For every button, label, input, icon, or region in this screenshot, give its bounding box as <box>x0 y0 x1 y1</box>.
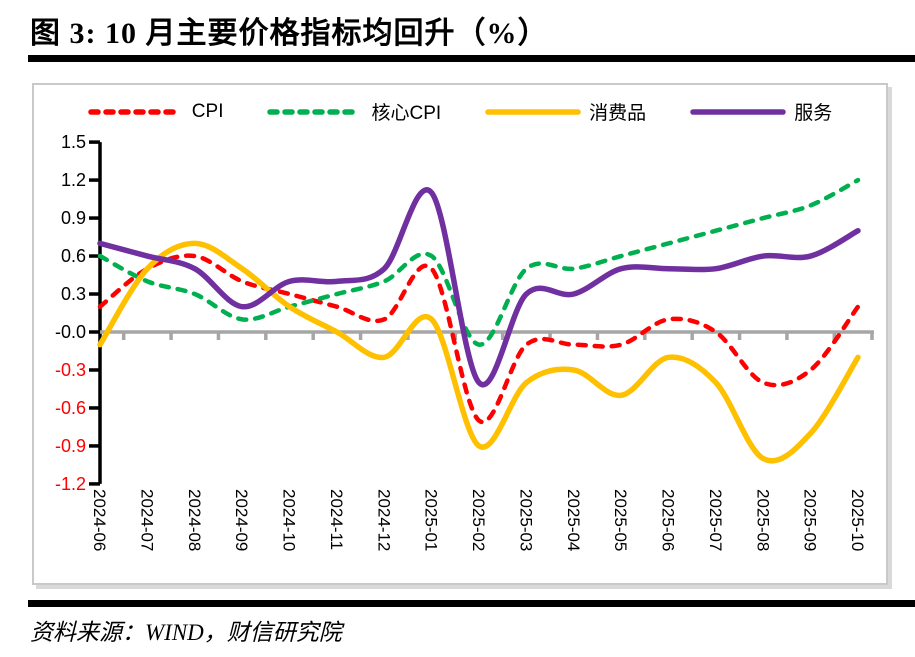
y-tick-label: 0.9 <box>61 208 86 228</box>
legend-item-消费品: 消费品 <box>485 98 646 125</box>
y-tick-label: 1.5 <box>61 132 86 152</box>
x-tick-label: 2025-09 <box>801 489 820 551</box>
x-tick-label: 2025-10 <box>848 489 867 551</box>
series-line-消费品 <box>97 240 861 464</box>
figure-title: 图 3: 10 月主要价格指标均回升（%） <box>30 17 549 50</box>
y-tick-label: 0.3 <box>61 284 86 304</box>
legend-label: 核心CPI <box>371 103 442 124</box>
title-divider <box>28 55 915 62</box>
legend-item-服务: 服务 <box>690 98 832 125</box>
y-tick-label: -0.6 <box>55 398 86 418</box>
x-tick-label: 2025-05 <box>611 489 630 551</box>
x-tick-label: 2024-11 <box>327 489 346 550</box>
chart-legend: CPI 核心CPI 消费品 服务 <box>34 98 886 125</box>
y-tick-label: 0.6 <box>61 246 86 266</box>
x-tick-label: 2025-02 <box>469 489 488 551</box>
x-tick-label: 2025-01 <box>422 489 441 551</box>
x-tick-label: 2025-04 <box>564 489 583 551</box>
y-tick-label: -0.9 <box>55 436 86 456</box>
legend-item-CPI: CPI <box>88 100 224 123</box>
series-line-核心CPI <box>97 177 861 347</box>
y-tick-label: -0.3 <box>55 360 86 380</box>
footer-divider <box>28 600 915 607</box>
chart-panel: CPI 核心CPI 消费品 服务 1.5 1.2 0.9 0.6 0.3 -0.0 -0.3 -0.… <box>32 83 888 585</box>
y-tick-label: -1.2 <box>55 474 86 494</box>
x-tick-label: 2025-07 <box>706 489 725 551</box>
data-source: 资料来源：WIND，财信研究院 <box>30 620 342 645</box>
y-tick-label: 1.2 <box>61 170 86 190</box>
series-line-服务 <box>97 187 861 388</box>
x-tick-label: 2024-10 <box>280 489 299 551</box>
x-tick-label: 2025-08 <box>753 489 772 551</box>
legend-label: 消费品 <box>589 103 647 124</box>
legend-swatch <box>88 108 184 115</box>
legend-label: 服务 <box>794 103 833 124</box>
legend-swatch <box>690 108 786 115</box>
x-tick-label: 2024-08 <box>185 489 204 551</box>
x-tick-label: 2025-03 <box>516 489 535 551</box>
x-tick-label: 2024-12 <box>374 489 393 551</box>
legend-label: CPI <box>191 100 224 122</box>
legend-swatch <box>267 108 364 115</box>
price-indicators-line-chart: 1.51.20.90.60.3-0.0-0.3-0.6-0.9-1.22024-… <box>55 132 874 551</box>
legend-swatch <box>485 108 581 115</box>
legend-item-核心CPI: 核心CPI <box>267 98 441 125</box>
y-tick-label: -0.0 <box>55 322 86 342</box>
x-tick-label: 2024-06 <box>90 489 109 551</box>
x-tick-label: 2025-06 <box>659 489 678 551</box>
x-tick-label: 2024-07 <box>137 489 156 551</box>
series-line-CPI <box>97 253 861 425</box>
x-tick-label: 2024-09 <box>232 489 251 551</box>
